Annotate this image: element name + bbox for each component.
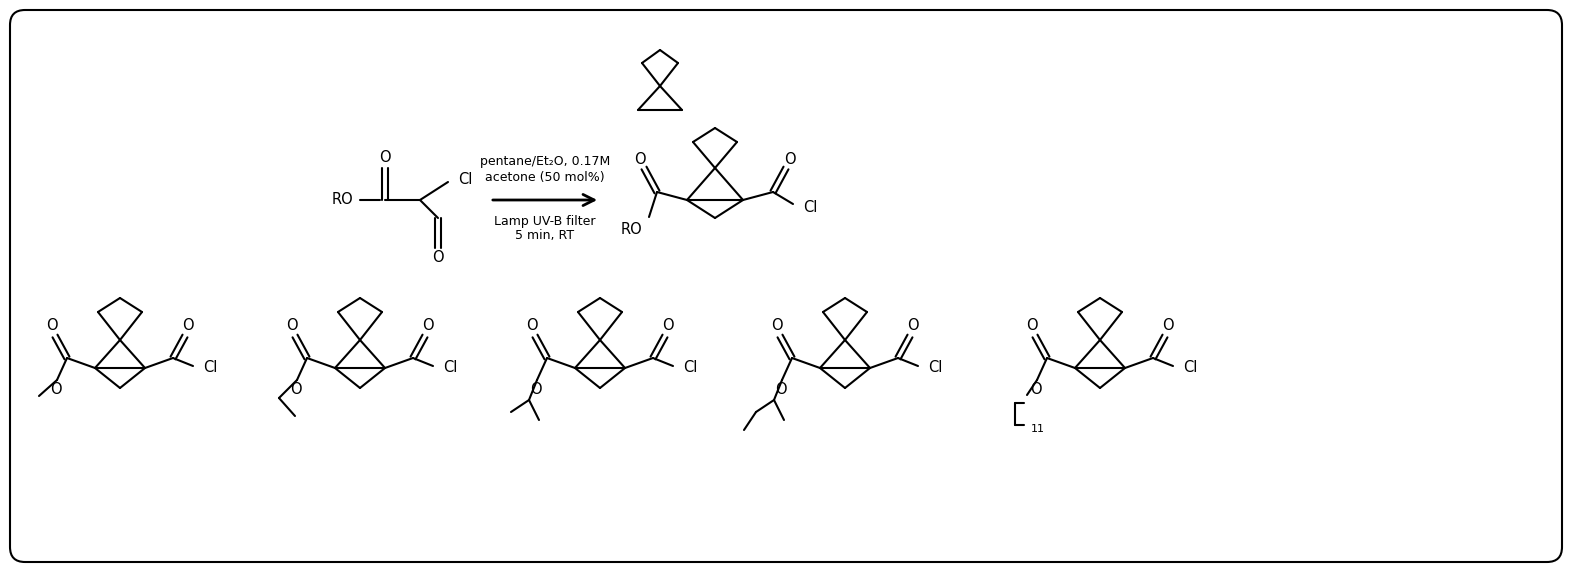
Text: 11: 11 [1031, 424, 1045, 434]
Text: O: O [286, 319, 297, 333]
Text: Cl: Cl [803, 200, 817, 214]
Text: 5 min, RT: 5 min, RT [516, 229, 574, 243]
Text: Cl: Cl [203, 360, 217, 375]
Text: RO: RO [619, 221, 641, 236]
Text: O: O [1162, 319, 1174, 333]
Text: O: O [527, 319, 538, 333]
Text: O: O [1027, 319, 1038, 333]
Text: Cl: Cl [927, 360, 942, 375]
Text: pentane/Et₂O, 0.17M: pentane/Et₂O, 0.17M [479, 156, 610, 169]
Text: O: O [423, 319, 434, 333]
Text: O: O [634, 152, 646, 166]
Text: Cl: Cl [457, 172, 472, 186]
Text: O: O [379, 150, 391, 165]
Text: O: O [46, 319, 58, 333]
Text: O: O [50, 383, 61, 398]
Text: O: O [1030, 383, 1042, 398]
Text: O: O [775, 383, 788, 398]
Text: O: O [907, 319, 918, 333]
Text: Cl: Cl [1184, 360, 1198, 375]
Text: acetone (50 mol%): acetone (50 mol%) [486, 172, 605, 185]
Text: RO: RO [332, 193, 354, 208]
Text: O: O [772, 319, 783, 333]
Text: Cl: Cl [682, 360, 698, 375]
Text: Lamp UV-B filter: Lamp UV-B filter [494, 216, 596, 228]
Text: O: O [182, 319, 193, 333]
Text: Cl: Cl [443, 360, 457, 375]
Text: O: O [784, 152, 795, 166]
Text: O: O [432, 251, 443, 265]
FancyBboxPatch shape [9, 10, 1563, 562]
Text: O: O [662, 319, 674, 333]
Text: O: O [530, 383, 542, 398]
Text: O: O [291, 383, 302, 398]
